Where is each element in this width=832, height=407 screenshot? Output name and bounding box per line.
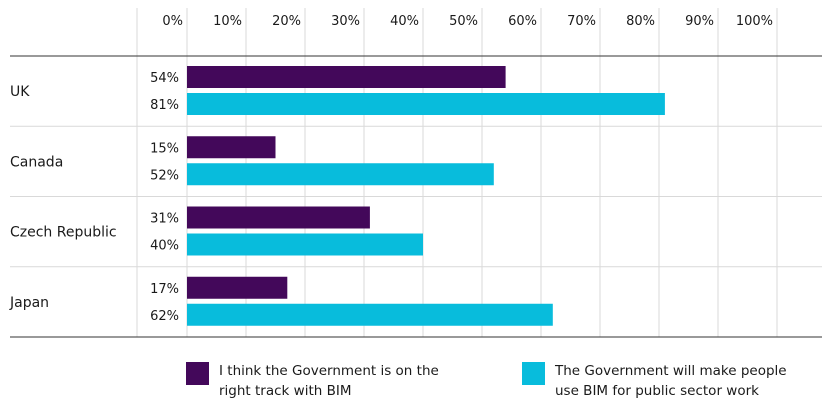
value-label: 40% <box>150 239 179 254</box>
bar <box>187 163 494 186</box>
category-label: Canada <box>10 154 63 170</box>
bar <box>187 276 288 299</box>
legend-label-series-1: I think the Government is on the right t… <box>219 361 439 401</box>
bar <box>187 303 553 326</box>
legend-label-series-1-line-1: I think the Government is on the <box>219 363 439 379</box>
value-label: 54% <box>150 71 179 86</box>
category-label: UK <box>10 84 30 100</box>
category-label: Czech Republic <box>10 225 117 241</box>
legend-label-series-2: The Government will make people use BIM … <box>555 361 787 401</box>
value-label: 31% <box>150 212 179 227</box>
legend-label-series-1-line-2: right track with BIM <box>219 383 352 399</box>
x-tick-label: 10% <box>213 14 242 29</box>
bar <box>187 93 665 115</box>
value-label: 81% <box>150 98 179 113</box>
bar-chart: 0% 10% 20% 30% 40% 50% 60% 70% 80% 90% 100% UK Cana… <box>9 8 822 338</box>
bar <box>187 206 370 229</box>
x-tick-label: 40% <box>390 14 419 29</box>
x-tick-label: 50% <box>449 14 478 29</box>
chart-frame <box>10 55 822 338</box>
x-tick-label: 0% <box>162 14 183 29</box>
x-tick-label: 70% <box>567 14 596 29</box>
value-labels: 54% 81% 15% 52% 31% 40% 17% 62% <box>150 71 179 324</box>
x-tick-label: 90% <box>685 14 714 29</box>
bar <box>187 233 423 256</box>
value-label: 62% <box>150 309 179 324</box>
value-label: 15% <box>150 141 179 156</box>
category-labels: UK Canada Czech Republic Japan <box>9 84 117 311</box>
bar <box>187 136 276 159</box>
legend: I think the Government is on the right t… <box>0 362 832 407</box>
x-axis-ticks: 0% 10% 20% 30% 40% 50% 60% 70% 80% 90% 100% <box>162 14 773 29</box>
x-tick-label: 80% <box>626 14 655 29</box>
value-label: 52% <box>150 168 179 183</box>
category-label: Japan <box>9 295 49 311</box>
bar <box>187 66 506 88</box>
x-tick-label: 60% <box>508 14 537 29</box>
legend-swatch-series-2 <box>522 362 545 385</box>
x-tick-label: 100% <box>736 14 773 29</box>
legend-swatch-series-1 <box>186 362 209 385</box>
x-tick-label: 30% <box>331 14 360 29</box>
legend-item-series-2: The Government will make people use BIM … <box>522 362 787 401</box>
legend-item-series-1: I think the Government is on the right t… <box>186 362 439 401</box>
x-tick-label: 20% <box>272 14 301 29</box>
bars <box>187 66 665 326</box>
legend-label-series-2-line-1: The Government will make people <box>555 363 787 379</box>
legend-label-series-2-line-2: use BIM for public sector work <box>555 383 759 399</box>
value-label: 17% <box>150 282 179 297</box>
